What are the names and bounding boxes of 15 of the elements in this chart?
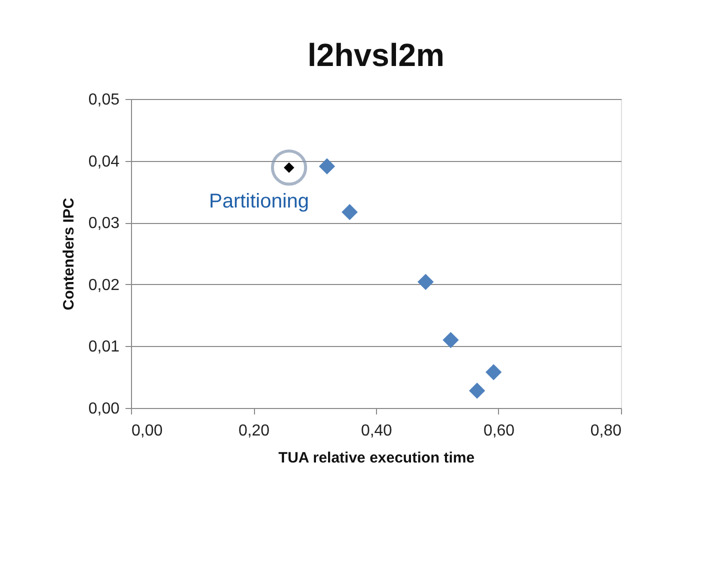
annotation: Partitioning [208,190,310,213]
y-axis-title: Contenders IPC [60,198,78,310]
x-tick-label: 0,60 [483,422,515,440]
x-tick-label: 0,00 [132,422,163,440]
y-tick-label: 0,03 [88,215,120,232]
chart-title: l2hvsl2m [308,37,444,73]
y-tick-label: 0,02 [88,276,120,294]
x-tick-label: 0,80 [590,422,622,440]
x-tick-label: 0,40 [360,422,392,440]
y-tick-label: 0,01 [88,338,120,356]
y-tick-label: 0,05 [88,92,120,108]
y-tick-label: 0,00 [88,400,120,418]
x-axis-title: TUA relative execution time [278,450,475,466]
x-tick-label: 0,20 [238,422,270,440]
y-tick-label: 0,04 [88,153,120,170]
